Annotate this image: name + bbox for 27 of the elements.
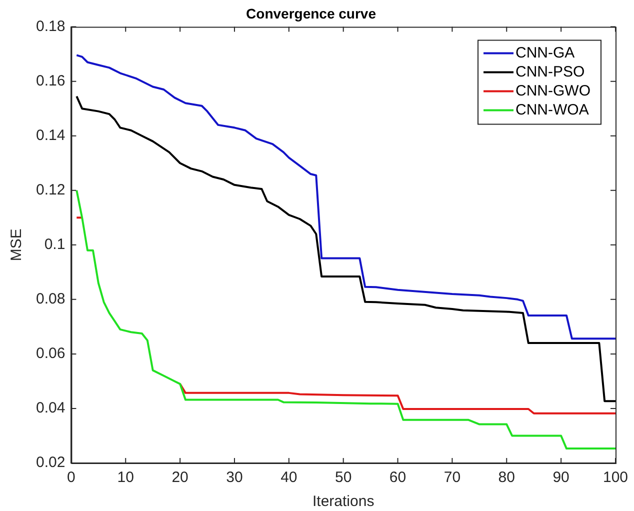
y-tick-label: 0.06 <box>36 345 66 362</box>
x-tick-label: 10 <box>117 469 134 486</box>
x-tick-label: 80 <box>498 469 515 486</box>
y-tick-label: 0.18 <box>36 18 66 35</box>
chart-title: Convergence curve <box>246 5 376 22</box>
y-tick-label: 0.04 <box>36 400 66 417</box>
y-tick-label: 0.02 <box>36 454 66 472</box>
legend-label: CNN-GWO <box>516 82 590 100</box>
y-tick-label: 0.12 <box>36 182 66 199</box>
y-axis-title: MSE <box>8 228 26 262</box>
x-tick-label: 40 <box>280 469 298 486</box>
x-tick-label: 70 <box>444 469 461 486</box>
y-tick-label: 0.08 <box>36 290 66 308</box>
y-tick-label: 0.14 <box>36 126 66 144</box>
legend-label: CNN-GA <box>516 44 575 62</box>
x-tick-label: 90 <box>552 469 570 486</box>
y-tick-label: 0.1 <box>44 236 66 254</box>
x-axis-title: Iterations <box>312 493 374 510</box>
legend-label: CNN-WOA <box>516 101 589 118</box>
x-tick-label: 50 <box>334 469 352 486</box>
x-tick-label: 60 <box>389 469 406 486</box>
y-tick-label: 0.16 <box>36 72 66 90</box>
x-tick-label: 0 <box>67 469 76 486</box>
legend-label: CNN-PSO <box>516 63 585 80</box>
x-tick-label: 30 <box>226 469 243 486</box>
x-tick-label: 100 <box>602 469 628 486</box>
x-tick-label: 20 <box>172 469 188 486</box>
